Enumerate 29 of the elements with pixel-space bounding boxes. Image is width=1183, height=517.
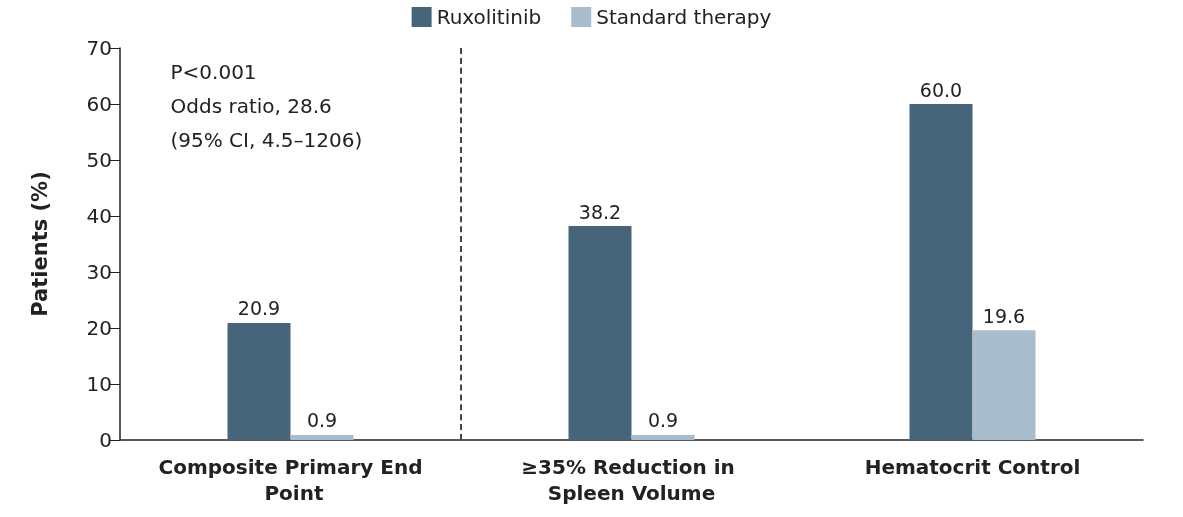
text: 0.9 (647, 409, 679, 432)
y-tick-label: 0 (99, 428, 112, 452)
y-tick-label: 10 (86, 372, 112, 396)
x-tick-label: Composite Primary End Point (158, 455, 423, 505)
y-tick-label: 60 (86, 92, 112, 116)
y-axis-title: Patients (%) (27, 171, 52, 317)
bar (290, 434, 354, 440)
legend-label: Standard therapy (596, 5, 772, 29)
bar (631, 434, 695, 440)
y-tick-label: 50 (86, 148, 112, 172)
y-tick-label: 40 (86, 204, 112, 228)
x-tick-label: Hematocrit Control (864, 455, 1081, 479)
annotation: P<0.001 (170, 60, 257, 84)
text: 38.2 (578, 200, 622, 223)
text: 0.9 (306, 409, 338, 432)
bar (972, 330, 1036, 440)
x-tick-label: ≥35% Reduction in Spleen Volume (521, 455, 742, 505)
annotation: (95% CI, 4.5–1206) (170, 128, 363, 152)
y-tick-label: 70 (86, 36, 112, 60)
text: 60.0 (919, 78, 963, 101)
annotation: Odds ratio, 28.6 (170, 94, 332, 118)
legend-label: Ruxolitinib (436, 5, 542, 29)
text: 20.9 (237, 297, 281, 320)
bar (568, 226, 632, 440)
bar (227, 322, 291, 440)
y-tick-label: 30 (86, 260, 112, 284)
bar (909, 104, 973, 440)
y-tick-label: 20 (86, 316, 112, 340)
text: 19.6 (982, 304, 1026, 327)
